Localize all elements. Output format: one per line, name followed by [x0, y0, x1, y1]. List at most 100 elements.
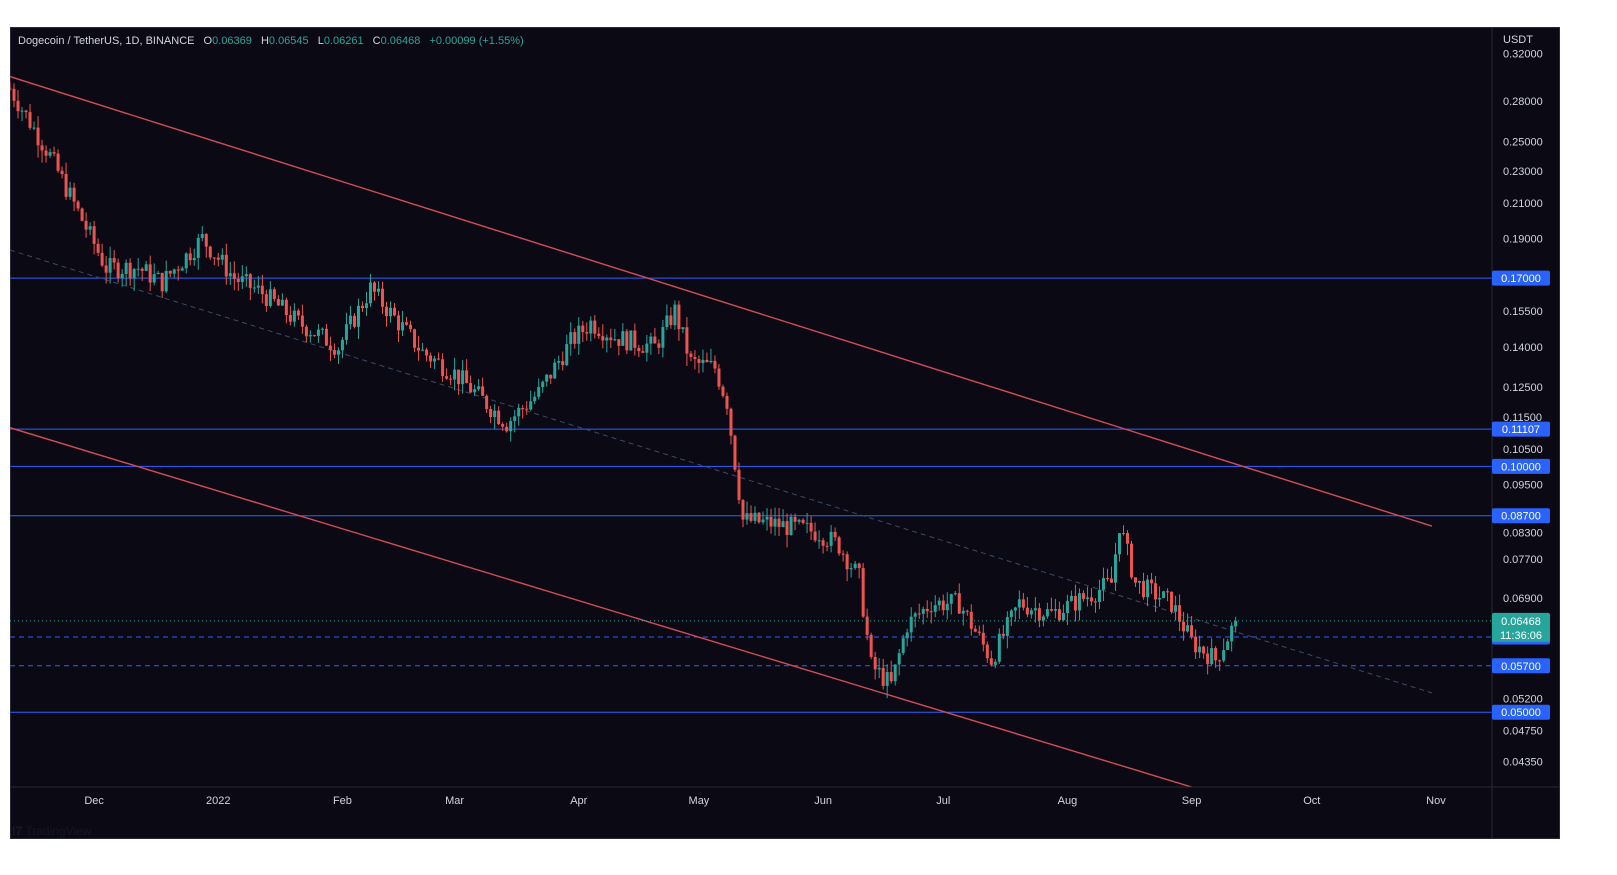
- candle: [565, 334, 569, 367]
- candle-body: [585, 332, 589, 334]
- candle: [801, 518, 805, 525]
- candle: [501, 422, 505, 431]
- level-price-tag: [1492, 658, 1550, 674]
- candle-body: [236, 278, 240, 283]
- candle-body: [68, 187, 72, 197]
- open-label: O: [203, 35, 213, 47]
- candle-body: [212, 257, 216, 259]
- candle: [985, 641, 989, 663]
- candle: [597, 327, 601, 340]
- candle: [1005, 611, 1009, 649]
- candle: [1093, 598, 1097, 613]
- candle-body: [364, 303, 368, 309]
- candle-body: [1093, 601, 1097, 603]
- candle-body: [1186, 625, 1190, 632]
- candle: [769, 508, 773, 534]
- candle-body: [116, 262, 120, 279]
- candle-body: [1210, 648, 1214, 665]
- candle: [28, 103, 32, 130]
- candle-body: [829, 531, 833, 546]
- tradingview-logo-icon[interactable]: 𝟏𝟕: [10, 823, 22, 838]
- candle-body: [601, 336, 605, 341]
- candle: [308, 330, 312, 343]
- candle: [20, 107, 24, 121]
- candle: [509, 417, 513, 442]
- price-tick-label: 0.19000: [1503, 234, 1543, 246]
- candle: [545, 373, 549, 387]
- candle-body: [505, 426, 509, 432]
- candle: [328, 336, 332, 361]
- candle: [1182, 611, 1186, 641]
- candle-body: [437, 358, 441, 360]
- candle: [493, 404, 497, 429]
- price-tick-label: 0.14000: [1503, 342, 1543, 354]
- candle-body: [509, 421, 513, 432]
- candle: [933, 595, 937, 618]
- candle: [657, 339, 661, 355]
- candle-body: [605, 337, 609, 341]
- candle-body: [192, 257, 196, 261]
- candle: [765, 508, 769, 531]
- candle-body: [589, 320, 593, 334]
- candle: [929, 601, 933, 624]
- candle: [1206, 646, 1210, 675]
- candle: [1210, 638, 1214, 666]
- candle: [477, 379, 481, 392]
- candle: [10, 81, 12, 91]
- candle-body: [533, 396, 537, 402]
- candle: [1065, 594, 1069, 626]
- candle-body: [625, 331, 629, 351]
- candle: [1198, 635, 1202, 659]
- chart-area[interactable]: [10, 27, 1560, 839]
- candle: [1057, 601, 1061, 622]
- candle: [393, 303, 397, 317]
- candle-body: [276, 299, 280, 306]
- candle: [629, 330, 633, 351]
- candle: [264, 289, 268, 312]
- candle: [1202, 645, 1206, 659]
- level-price-tag: [1492, 508, 1550, 524]
- candle: [1122, 525, 1126, 536]
- candle: [180, 266, 184, 271]
- candle-body: [833, 531, 837, 538]
- candle: [224, 243, 228, 285]
- candle: [977, 625, 981, 636]
- candle: [601, 324, 605, 349]
- candle: [797, 518, 801, 525]
- candle-body: [853, 563, 857, 569]
- candle-body: [1174, 605, 1178, 612]
- candle: [425, 347, 429, 362]
- candle: [945, 592, 949, 620]
- candle: [729, 407, 733, 445]
- candle: [212, 257, 216, 266]
- candle-body: [208, 246, 212, 258]
- candle: [348, 305, 352, 330]
- candle-body: [849, 568, 853, 570]
- candle: [397, 310, 401, 343]
- candle: [865, 608, 869, 641]
- brand-name[interactable]: TradingView: [25, 824, 92, 838]
- candle-body: [340, 339, 344, 351]
- candle: [777, 507, 781, 537]
- candle-body: [569, 332, 573, 345]
- candle: [997, 628, 1001, 664]
- candle-body: [685, 327, 689, 354]
- candle: [272, 287, 276, 302]
- candle: [1077, 588, 1081, 621]
- candle-body: [497, 410, 501, 425]
- candle: [785, 513, 789, 548]
- candle: [521, 404, 525, 419]
- candle-body: [405, 322, 409, 325]
- candle: [645, 334, 649, 362]
- candle-body: [148, 264, 152, 283]
- candle-body: [144, 264, 148, 271]
- candle-body: [1150, 579, 1154, 584]
- candle: [1025, 597, 1029, 618]
- candle-body: [657, 343, 661, 348]
- candle-body: [356, 305, 360, 327]
- time-tick-label: 2022: [206, 795, 230, 807]
- candle: [260, 274, 264, 304]
- candle: [100, 243, 104, 268]
- candle-body: [1194, 636, 1198, 653]
